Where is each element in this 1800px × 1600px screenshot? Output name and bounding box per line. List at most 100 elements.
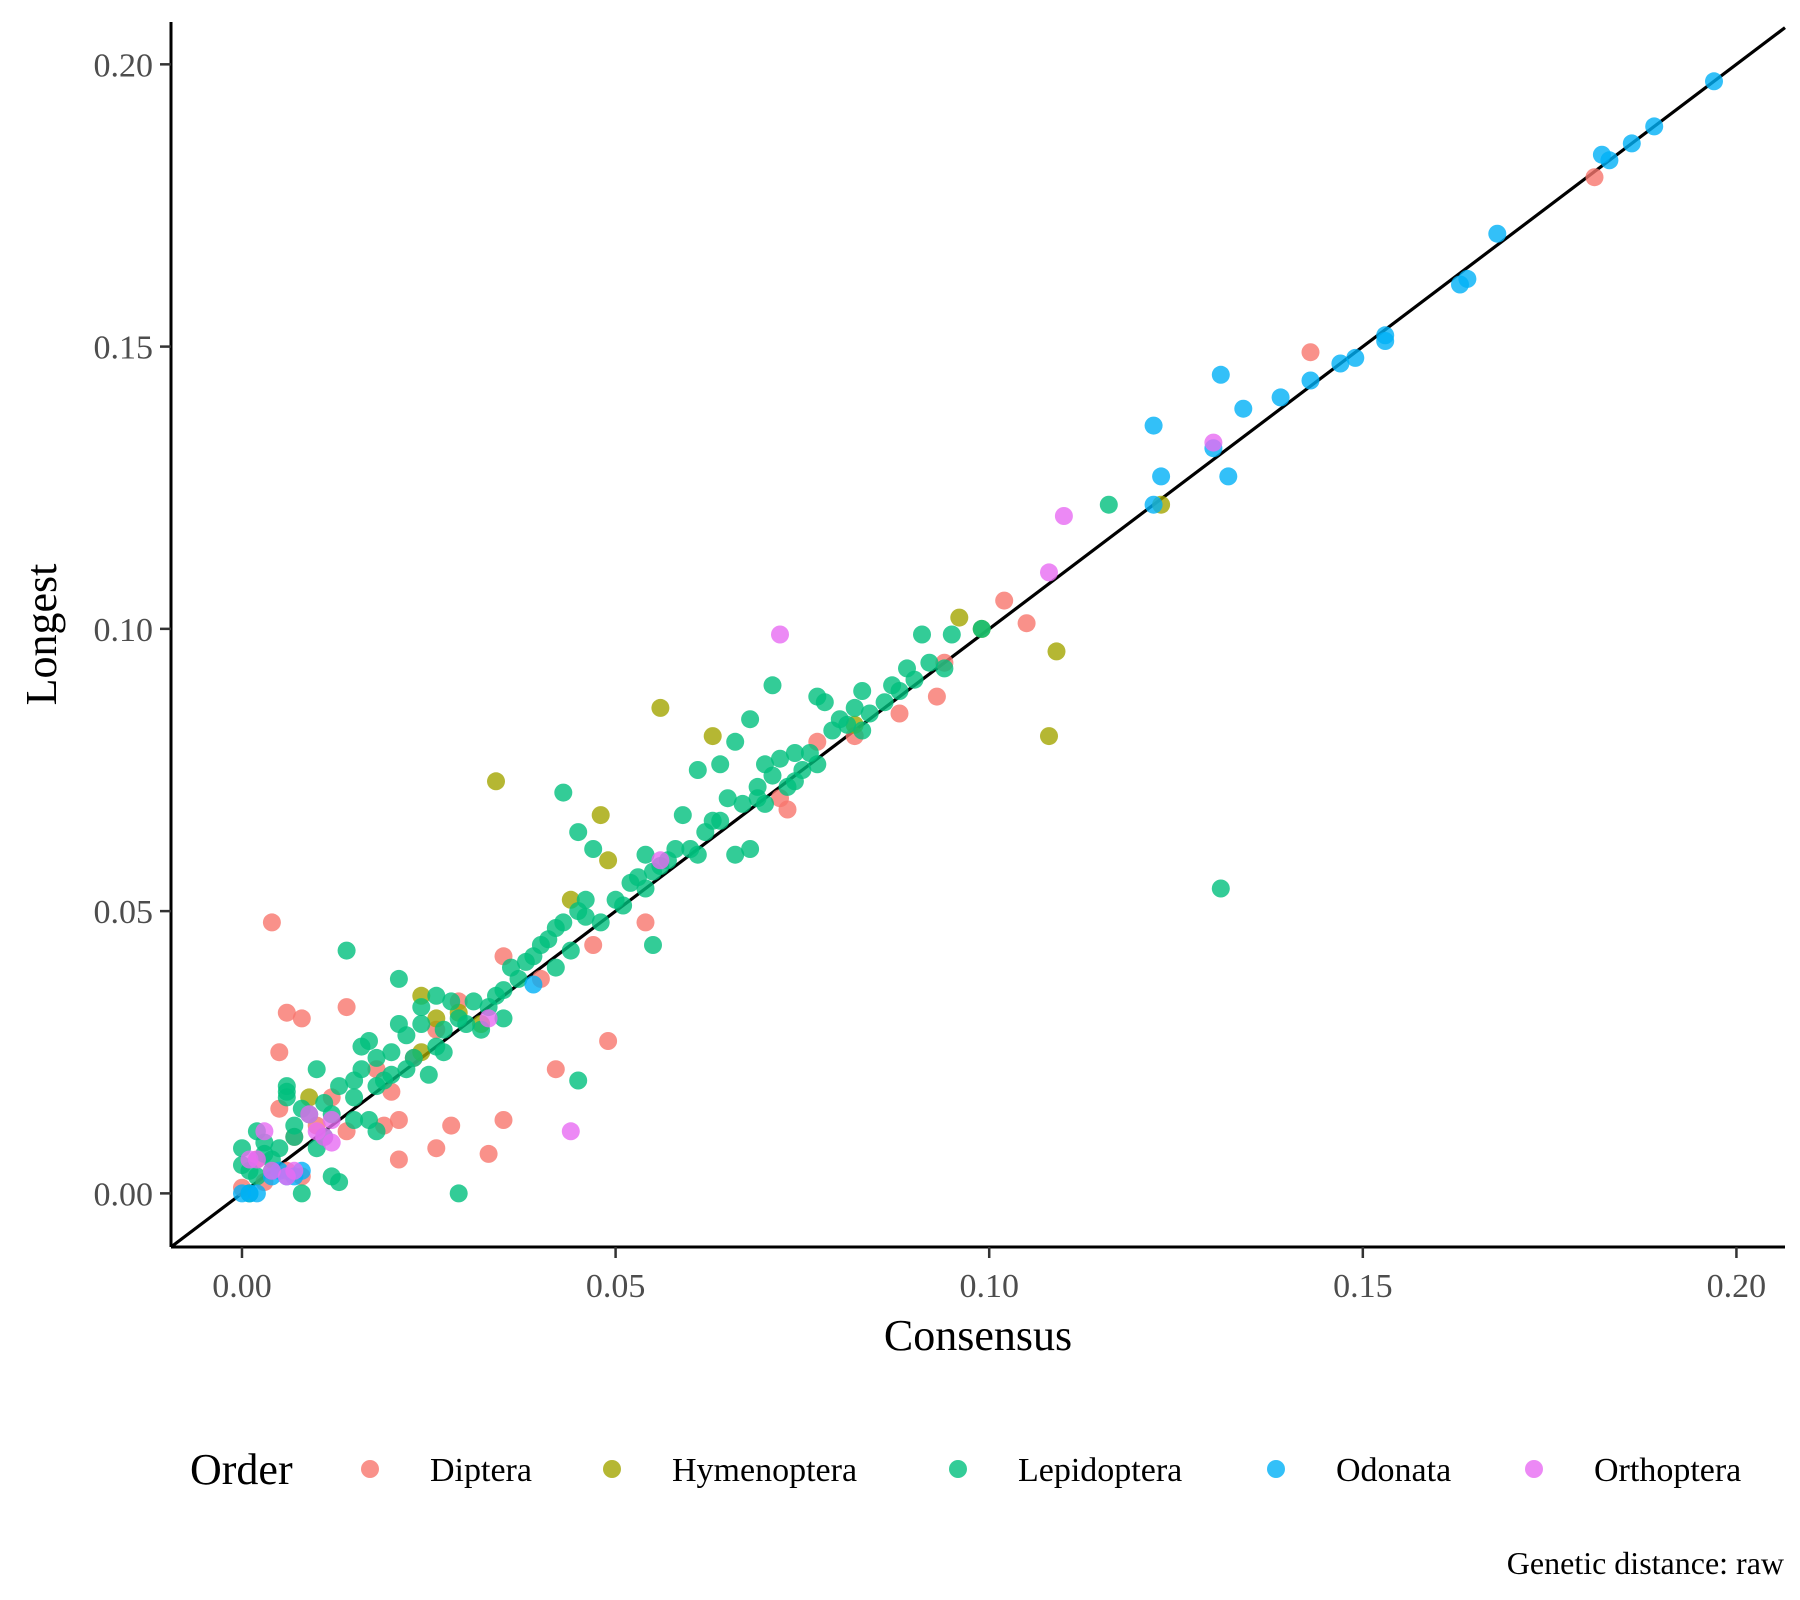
point-lepidoptera: [838, 715, 857, 734]
point-lepidoptera: [793, 761, 812, 779]
plot-panel: 0.00 0.05 0.10 0.15 0.20 0.00 0.05 0.10 0.15 0.2…: [94, 22, 1786, 1305]
point-hymenoptera: [487, 772, 505, 791]
point-lepidoptera: [673, 806, 692, 825]
point-lepidoptera: [330, 1173, 349, 1192]
x-tick-label: 0.00: [212, 1268, 272, 1305]
point-lepidoptera: [412, 1015, 431, 1033]
point-odonata: [1219, 467, 1238, 486]
point-lepidoptera: [718, 789, 737, 808]
point-lepidoptera: [935, 659, 954, 678]
point-lepidoptera: [636, 845, 655, 864]
point-lepidoptera: [644, 936, 662, 954]
y-axis-title: Longest: [17, 564, 66, 706]
point-odonata: [1331, 354, 1350, 373]
y-tick-label: 0.05: [94, 894, 154, 931]
point-lepidoptera: [360, 1032, 378, 1050]
point-lepidoptera: [464, 992, 483, 1011]
point-diptera: [277, 1003, 296, 1022]
point-diptera: [389, 1150, 408, 1169]
point-odonata: [1144, 495, 1163, 514]
point-lepidoptera: [494, 981, 513, 1000]
point-lepidoptera: [688, 761, 707, 779]
point-lepidoptera: [442, 992, 461, 1011]
point-lepidoptera: [345, 1088, 364, 1107]
point-orthoptera: [1054, 507, 1073, 525]
point-lepidoptera: [412, 998, 431, 1017]
points-layer: [233, 72, 1723, 1203]
point-lepidoptera: [285, 1116, 304, 1135]
point-odonata: [1301, 371, 1320, 390]
point-lepidoptera: [419, 1065, 438, 1084]
point-lepidoptera: [636, 879, 655, 898]
point-lepidoptera: [748, 777, 767, 796]
legend: Order Diptera Hymenoptera Lepidoptera Odona…: [190, 1445, 1741, 1494]
point-lepidoptera: [1099, 495, 1118, 514]
point-lepidoptera: [270, 1139, 289, 1158]
legend-label-hymenoptera: Hymenoptera: [672, 1452, 857, 1489]
point-diptera: [546, 1060, 565, 1079]
point-lepidoptera: [688, 845, 707, 864]
x-tick-label: 0.10: [959, 1268, 1019, 1305]
point-odonata: [1144, 416, 1163, 435]
point-hymenoptera: [1040, 727, 1058, 746]
x-axis-title: Consensus: [884, 1311, 1072, 1360]
point-diptera: [584, 936, 603, 954]
chart-caption: Genetic distance: raw: [1507, 1545, 1784, 1581]
point-diptera: [337, 998, 356, 1017]
legend-key-hymenoptera: [603, 1460, 621, 1478]
point-lepidoptera: [292, 1184, 311, 1203]
point-lepidoptera: [614, 896, 633, 915]
point-lepidoptera: [972, 619, 991, 638]
point-odonata: [1211, 365, 1230, 384]
point-lepidoptera: [569, 1071, 588, 1090]
point-odonata: [1600, 151, 1619, 170]
point-lepidoptera: [509, 969, 528, 988]
point-diptera: [636, 913, 655, 932]
point-diptera: [262, 913, 281, 932]
x-axis-ticks: 0.00 0.05 0.10 0.15 0.20: [212, 1247, 1766, 1305]
point-odonata: [1645, 117, 1664, 136]
x-tick-label: 0.20: [1707, 1268, 1767, 1305]
point-diptera: [479, 1144, 498, 1163]
point-orthoptera: [1040, 563, 1058, 582]
point-diptera: [1585, 168, 1604, 187]
legend-key-diptera: [361, 1460, 379, 1478]
point-lepidoptera: [890, 682, 909, 700]
x-tick-label: 0.15: [1333, 1268, 1393, 1305]
y-tick-label: 0.15: [94, 330, 154, 367]
point-orthoptera: [300, 1105, 319, 1124]
point-lepidoptera: [307, 1060, 326, 1079]
point-lepidoptera: [382, 1065, 401, 1084]
x-tick-label: 0.05: [586, 1268, 646, 1305]
point-lepidoptera: [434, 1020, 453, 1039]
point-lepidoptera: [741, 840, 760, 858]
point-lepidoptera: [785, 744, 804, 762]
point-lepidoptera: [404, 1048, 423, 1067]
point-odonata: [1488, 224, 1507, 243]
point-orthoptera: [1204, 433, 1223, 452]
point-lepidoptera: [845, 698, 864, 717]
point-lepidoptera: [561, 941, 580, 960]
point-lepidoptera: [367, 1048, 386, 1067]
point-lepidoptera: [763, 676, 782, 695]
y-tick-label: 0.00: [94, 1176, 154, 1213]
point-lepidoptera: [815, 693, 834, 712]
point-lepidoptera: [367, 1122, 386, 1141]
legend-items: Diptera Hymenoptera Lepidoptera Odonata Orth…: [361, 1452, 1741, 1489]
legend-title: Order: [190, 1445, 293, 1494]
point-lepidoptera: [382, 1043, 401, 1062]
point-diptera: [270, 1043, 289, 1062]
point-orthoptera: [651, 851, 670, 870]
point-orthoptera: [479, 1009, 498, 1028]
point-lepidoptera: [427, 986, 446, 1005]
point-odonata: [1705, 72, 1723, 91]
point-lepidoptera: [337, 941, 356, 960]
legend-key-lepidoptera: [949, 1460, 967, 1478]
point-hymenoptera: [651, 698, 670, 717]
point-orthoptera: [315, 1127, 334, 1146]
point-diptera: [1017, 614, 1036, 633]
point-diptera: [599, 1032, 618, 1050]
point-lepidoptera: [905, 670, 924, 689]
point-lepidoptera: [367, 1077, 386, 1096]
